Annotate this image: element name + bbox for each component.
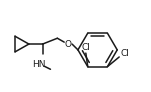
Text: O: O (65, 40, 72, 49)
Text: Cl: Cl (121, 49, 130, 58)
Text: Cl: Cl (81, 43, 90, 52)
Text: HN: HN (32, 60, 45, 69)
